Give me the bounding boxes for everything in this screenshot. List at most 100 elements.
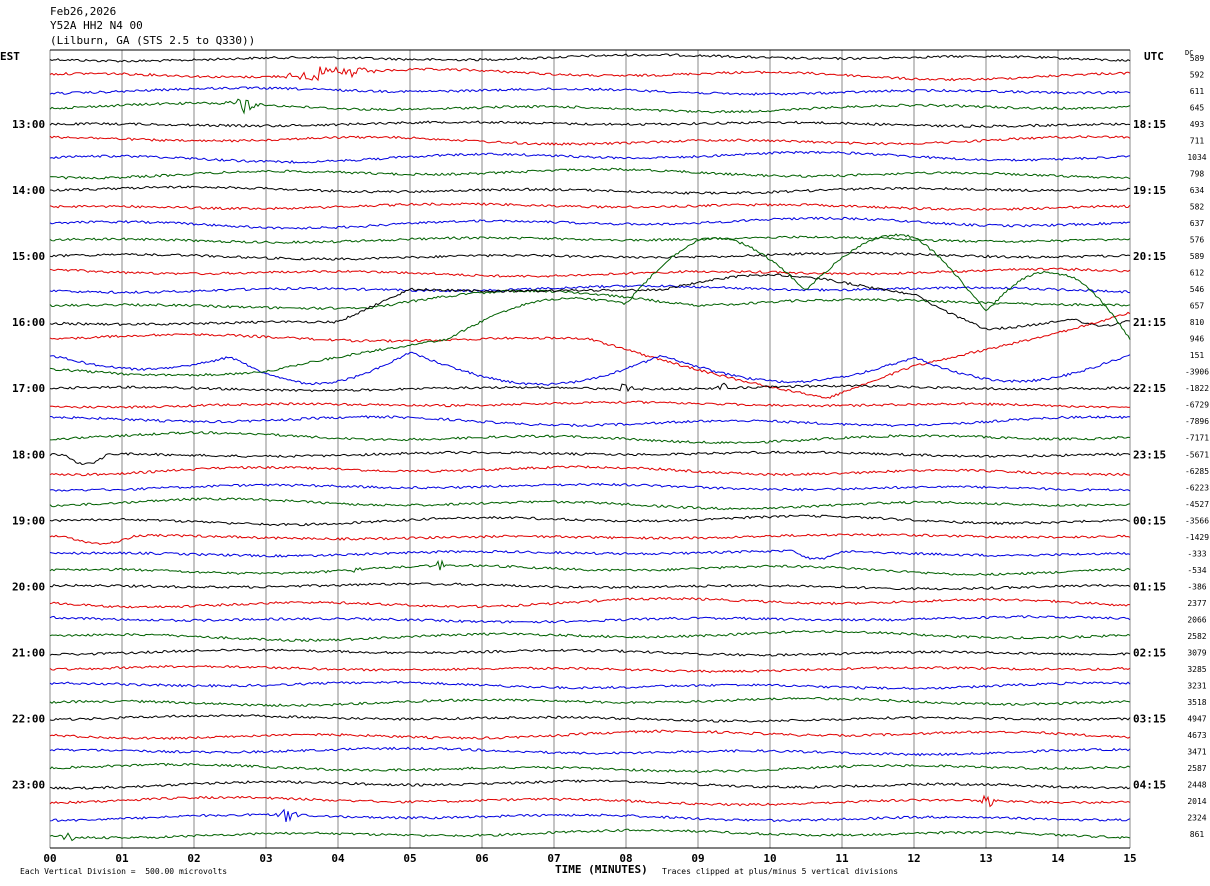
- dc-offset-0: 589: [1190, 54, 1205, 63]
- dc-offset-28: -3566: [1185, 516, 1209, 525]
- right-hour-label: 03:15: [1133, 712, 1166, 725]
- x-tick-10: 10: [763, 852, 776, 865]
- header-location: (Lilburn, GA (STS 2.5 to Q330)): [50, 34, 256, 47]
- dc-offset-46: 2324: [1187, 813, 1206, 822]
- trace-23: [50, 431, 1131, 445]
- left-hour-label: 16:00: [12, 316, 45, 329]
- left-hour-label: 13:00: [12, 118, 45, 131]
- header-station: Y52A HH2 N4 00: [50, 19, 143, 32]
- trace-25: [49, 465, 1130, 477]
- trace-40: [49, 714, 1131, 723]
- dc-offset-23: -7171: [1185, 434, 1209, 443]
- trace-45: [49, 794, 1131, 808]
- trace-11: [49, 235, 1131, 244]
- header-date: Feb26,2026: [50, 5, 117, 18]
- trace-5: [49, 135, 1131, 146]
- dc-offset-39: 3518: [1187, 698, 1206, 707]
- dc-offset-22: -7896: [1185, 417, 1209, 426]
- trace-47: [49, 828, 1131, 842]
- left-hour-label: 17:00: [12, 382, 45, 395]
- right-timezone-label: UTC: [1144, 50, 1164, 63]
- right-hour-label: 23:15: [1133, 448, 1166, 461]
- dc-offset-20: -1822: [1185, 384, 1209, 393]
- trace-12: [49, 251, 1131, 261]
- dc-offset-24: -5671: [1185, 450, 1209, 459]
- left-timezone-label: EST: [0, 50, 20, 63]
- right-hour-label: 00:15: [1133, 514, 1166, 527]
- trace-14: [49, 284, 1131, 294]
- trace-36: [49, 648, 1131, 657]
- x-tick-11: 11: [835, 852, 849, 865]
- dc-offset-18: 151: [1190, 351, 1205, 360]
- trace-7: [49, 167, 1131, 180]
- trace-10: [49, 216, 1131, 230]
- dc-offset-3: 645: [1190, 104, 1205, 113]
- trace-33: [49, 596, 1131, 609]
- dc-offset-8: 634: [1190, 186, 1205, 195]
- trace-38: [49, 680, 1131, 690]
- dc-offset-31: -534: [1187, 566, 1206, 575]
- dc-offset-6: 1034: [1187, 153, 1206, 162]
- dc-offset-35: 2582: [1187, 632, 1206, 641]
- dc-offset-45: 2014: [1187, 797, 1206, 806]
- trace-24: [49, 450, 1131, 466]
- label-group: 00 01 02 03 04 05 06 07 08 09 10 11 12 13 14 15 589 592 61…: [12, 54, 1209, 865]
- dc-offset-21: -6729: [1185, 401, 1209, 410]
- trace-42: [49, 746, 1131, 757]
- trace-26: [49, 482, 1131, 492]
- x-tick-00: 00: [43, 852, 56, 865]
- trace-29: [49, 533, 1131, 545]
- x-axis-title: TIME (MINUTES): [555, 863, 648, 876]
- dc-offset-11: 576: [1190, 236, 1205, 245]
- trace-17: [49, 311, 1131, 399]
- trace-0: [49, 53, 1131, 63]
- x-tick-13: 13: [979, 852, 992, 865]
- dc-offset-38: 3231: [1187, 681, 1206, 690]
- x-tick-14: 14: [1051, 852, 1065, 865]
- right-hour-label: 02:15: [1133, 646, 1166, 659]
- dc-offset-41: 4673: [1187, 731, 1206, 740]
- x-tick-08: 08: [619, 852, 632, 865]
- dc-offset-34: 2066: [1187, 615, 1206, 624]
- trace-44: [49, 779, 1131, 790]
- dc-offset-15: 657: [1190, 302, 1205, 311]
- dc-offset-12: 589: [1190, 252, 1205, 261]
- x-tick-01: 01: [115, 852, 129, 865]
- dc-offset-25: -6285: [1185, 467, 1209, 476]
- trace-32: [49, 582, 1131, 591]
- dc-offset-44: 2448: [1187, 780, 1206, 789]
- dc-offset-4: 493: [1190, 120, 1205, 129]
- trace-35: [49, 630, 1131, 642]
- trace-8: [49, 185, 1131, 195]
- x-tick-04: 04: [331, 852, 345, 865]
- dc-offset-26: -6223: [1185, 483, 1209, 492]
- trace-41: [49, 729, 1131, 741]
- dc-offset-37: 3285: [1187, 665, 1206, 674]
- trace-6: [49, 150, 1131, 164]
- dc-offset-36: 3079: [1187, 648, 1206, 657]
- trace-46: [49, 808, 1131, 823]
- left-hour-label: 15:00: [12, 250, 45, 263]
- dc-offset-27: -4527: [1185, 500, 1209, 509]
- left-hour-label: 14:00: [12, 184, 45, 197]
- clip-note: Traces clipped at plus/minus 5 vertical …: [662, 867, 899, 876]
- dc-offset-13: 612: [1190, 269, 1205, 278]
- trace-4: [49, 120, 1131, 128]
- dc-offset-2: 611: [1190, 87, 1205, 96]
- x-tick-12: 12: [907, 852, 920, 865]
- trace-18: [49, 351, 1131, 386]
- dc-offset-14: 546: [1190, 285, 1205, 294]
- trace-27: [49, 497, 1131, 511]
- x-tick-05: 05: [403, 852, 416, 865]
- dc-offset-5: 711: [1190, 137, 1205, 146]
- trace-19: [49, 233, 1131, 377]
- x-tick-07: 07: [547, 852, 560, 865]
- left-hour-label: 22:00: [12, 712, 45, 725]
- left-hour-label: 20:00: [12, 580, 45, 593]
- dc-offset-10: 637: [1190, 219, 1205, 228]
- right-hour-label: 21:15: [1133, 316, 1166, 329]
- dc-offset-47: 861: [1190, 830, 1205, 839]
- dc-offset-42: 3471: [1187, 747, 1206, 756]
- right-hour-label: 04:15: [1133, 778, 1166, 791]
- dc-offset-32: -386: [1187, 582, 1206, 591]
